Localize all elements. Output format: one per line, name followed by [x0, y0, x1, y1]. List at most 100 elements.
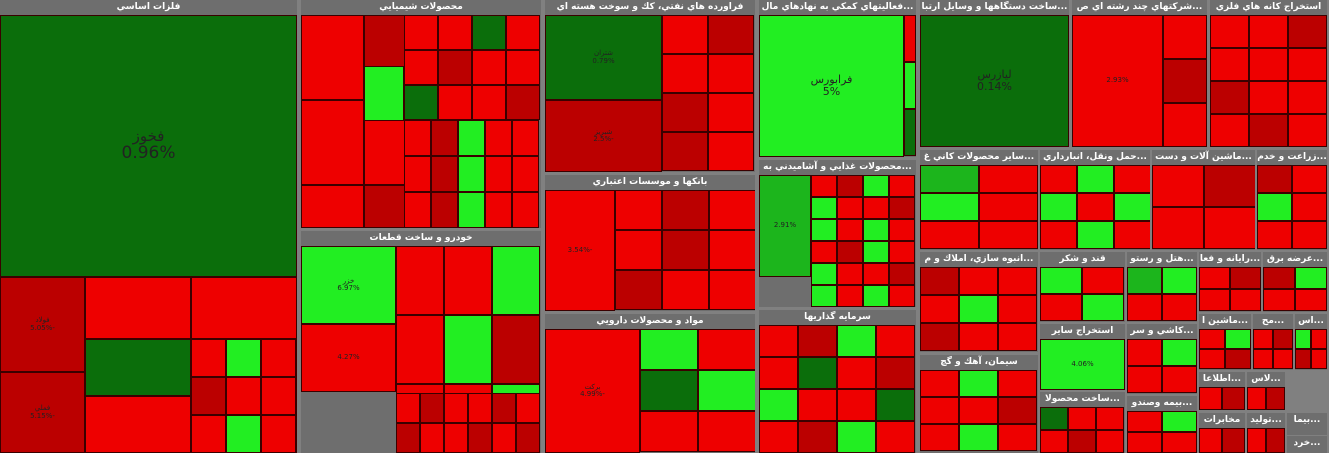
- stock-tile[interactable]: [516, 423, 540, 453]
- sector-panel[interactable]: استخراج كانه هاي فلزي: [1210, 0, 1327, 147]
- sector-panel[interactable]: خودرو و ساخت قطعات خزر 6.97% 4.27%: [301, 231, 541, 453]
- sector-panel[interactable]: مخابرات: [1199, 413, 1245, 453]
- stock-tile[interactable]: [920, 295, 959, 323]
- stock-tile[interactable]: [1163, 103, 1207, 147]
- stock-tile[interactable]: [837, 241, 863, 263]
- stock-tile[interactable]: [615, 270, 662, 310]
- stock-tile[interactable]: [811, 175, 837, 197]
- stock-tile[interactable]: [811, 285, 837, 307]
- stock-tile[interactable]: [1249, 81, 1288, 114]
- stock-tile[interactable]: [226, 339, 261, 377]
- stock-tile[interactable]: [1077, 193, 1114, 221]
- stock-tile[interactable]: [468, 423, 492, 453]
- stock-tile[interactable]: [1253, 329, 1273, 349]
- stock-tile[interactable]: 2.93%: [1072, 15, 1163, 147]
- stock-tile[interactable]: [1068, 430, 1096, 453]
- stock-tile[interactable]: [889, 197, 915, 219]
- stock-tile[interactable]: [458, 120, 485, 156]
- stock-tile[interactable]: 4.27%: [301, 324, 396, 392]
- stock-tile[interactable]: [1162, 432, 1197, 453]
- stock-tile[interactable]: [301, 100, 364, 185]
- stock-tile[interactable]: [709, 230, 755, 270]
- stock-tile[interactable]: [458, 156, 485, 192]
- stock-tile[interactable]: [1082, 294, 1124, 321]
- stock-tile[interactable]: [1210, 114, 1249, 147]
- sector-panel[interactable]: ...كاشي و سر: [1127, 324, 1197, 394]
- stock-tile[interactable]: [506, 85, 540, 120]
- stock-tile[interactable]: [904, 62, 916, 109]
- stock-tile[interactable]: [920, 267, 959, 295]
- stock-tile[interactable]: [640, 329, 698, 370]
- stock-tile[interactable]: [1127, 411, 1162, 432]
- stock-tile[interactable]: [863, 197, 889, 219]
- stock-tile[interactable]: [708, 132, 754, 171]
- stock-tile[interactable]: [1096, 407, 1124, 430]
- stock-tile[interactable]: [1210, 81, 1249, 114]
- stock-tile[interactable]: [1163, 59, 1207, 103]
- stock-tile[interactable]: [1288, 15, 1327, 48]
- stock-tile[interactable]: [1199, 428, 1222, 453]
- stock-tile[interactable]: [444, 393, 468, 423]
- stock-tile[interactable]: [959, 323, 998, 351]
- sector-panel[interactable]: ...ساخت محصولا: [1040, 392, 1125, 453]
- stock-tile[interactable]: [904, 109, 916, 156]
- stock-tile[interactable]: [1040, 221, 1077, 249]
- stock-tile[interactable]: [1040, 407, 1068, 430]
- sector-panel[interactable]: ...ماشين آلات و دست: [1152, 150, 1255, 250]
- stock-tile[interactable]: [1311, 329, 1327, 349]
- sector-panel[interactable]: ...هتل و رستو: [1127, 252, 1197, 322]
- stock-tile[interactable]: [1257, 221, 1292, 249]
- stock-tile[interactable]: [506, 50, 540, 85]
- stock-tile[interactable]: [798, 389, 837, 421]
- stock-tile[interactable]: [998, 267, 1037, 295]
- stock-tile[interactable]: [889, 175, 915, 197]
- stock-tile[interactable]: [1163, 15, 1207, 59]
- stock-tile[interactable]: [1247, 428, 1266, 453]
- stock-tile[interactable]: [662, 230, 709, 270]
- stock-tile[interactable]: [876, 421, 915, 453]
- stock-tile[interactable]: [396, 423, 420, 453]
- sector-panel[interactable]: ...حمل ونقل، انبارداري: [1040, 150, 1150, 250]
- stock-tile[interactable]: [472, 85, 506, 120]
- stock-tile[interactable]: 4.06%: [1040, 339, 1125, 390]
- stock-tile[interactable]: [85, 277, 191, 339]
- stock-tile[interactable]: [837, 285, 863, 307]
- sector-panel[interactable]: ...شركتهاي چند رشته اي ص 2.93%: [1072, 0, 1207, 147]
- stock-tile[interactable]: [1127, 267, 1162, 294]
- sector-panel[interactable]: ...فعاليتهاي كمكي به نهادهاي مال فرابورس 5…: [759, 0, 916, 157]
- stock-tile[interactable]: [472, 15, 506, 50]
- sector-panel[interactable]: ...لاس: [1247, 372, 1285, 410]
- stock-tile[interactable]: [1127, 294, 1162, 321]
- stock-tile[interactable]: [1096, 430, 1124, 453]
- stock-tile[interactable]: [512, 120, 539, 156]
- stock-tile[interactable]: [1225, 329, 1251, 349]
- stock-tile[interactable]: فخوز 0.96%: [0, 15, 297, 277]
- stock-tile[interactable]: [959, 295, 998, 323]
- sector-panel[interactable]: ...محصولات غذايي و آشاميدني به 2.91%: [759, 160, 916, 307]
- stock-tile[interactable]: [1266, 387, 1285, 410]
- stock-tile[interactable]: [920, 165, 979, 193]
- stock-tile[interactable]: [191, 415, 226, 453]
- stock-tile[interactable]: [662, 132, 708, 171]
- stock-tile[interactable]: [438, 50, 472, 85]
- stock-tile[interactable]: [959, 424, 998, 451]
- stock-tile[interactable]: [261, 377, 296, 415]
- stock-tile[interactable]: [1257, 165, 1292, 193]
- stock-tile[interactable]: [615, 190, 662, 230]
- stock-tile[interactable]: [1199, 267, 1230, 289]
- stock-tile[interactable]: [1077, 221, 1114, 249]
- sector-panel[interactable]: ...اطلاعا: [1199, 372, 1245, 410]
- stock-tile[interactable]: [420, 393, 444, 423]
- stock-tile[interactable]: [1288, 48, 1327, 81]
- stock-tile[interactable]: [512, 156, 539, 192]
- stock-tile[interactable]: [889, 263, 915, 285]
- stock-tile[interactable]: [1288, 114, 1327, 147]
- stock-tile[interactable]: [889, 241, 915, 263]
- stock-tile[interactable]: [1204, 207, 1255, 249]
- stock-tile[interactable]: [396, 315, 444, 384]
- sector-panel[interactable]: قند و شكر: [1040, 252, 1125, 322]
- stock-tile[interactable]: [811, 241, 837, 263]
- sector-panel[interactable]: ...مح: [1253, 314, 1293, 370]
- stock-tile[interactable]: [759, 325, 798, 357]
- sector-panel[interactable]: بانكها و موسسات اعتباري -3.54%: [545, 175, 755, 311]
